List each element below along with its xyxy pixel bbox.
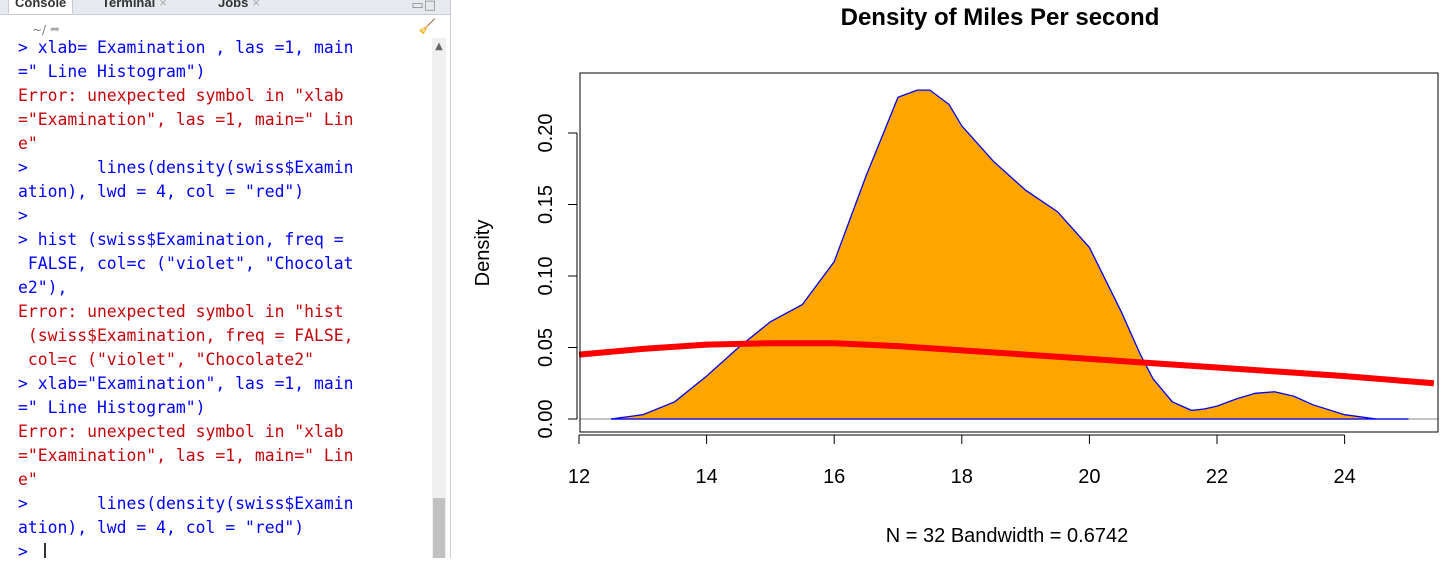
- tab-console[interactable]: Console: [8, 0, 74, 14]
- console-command-line: >: [18, 542, 28, 558]
- clear-console-icon[interactable]: 🧹: [418, 19, 436, 35]
- text-cursor: [44, 543, 46, 558]
- console-command-line: > xlab="Examination", las =1, main: [18, 374, 354, 393]
- overlay-density-line: [578, 340, 1435, 387]
- tab-terminal-label: Terminal: [102, 0, 156, 10]
- console-command-line: >: [18, 206, 28, 225]
- x-tick-label: 16: [823, 466, 845, 488]
- x-tick-label: 18: [951, 466, 973, 488]
- x-tick-label: 22: [1206, 466, 1228, 488]
- maximize-icon[interactable]: □: [423, 0, 436, 13]
- console-command-line: FALSE, col=c ("violet", "Chocolat: [18, 254, 354, 273]
- density-plot: Density of Miles Per second Density N = …: [472, 4, 1439, 547]
- go-to-directory-icon[interactable]: ➦: [50, 22, 61, 36]
- density-area: [610, 89, 1409, 420]
- console-error-line: Error: unexpected symbol in "hist: [18, 302, 344, 321]
- x-axis-label: N = 32 Bandwidth = 0.6742: [886, 525, 1128, 547]
- console-error-line: Error: unexpected symbol in "xlab: [18, 422, 344, 441]
- pane-tab-bar: Console Terminal × Jobs × ▭□: [0, 0, 450, 15]
- path-bar: ~/ ➦ 🧹: [0, 15, 450, 41]
- x-tick-label: 20: [1078, 466, 1100, 488]
- scrollbar-track[interactable]: [432, 38, 446, 558]
- plot-panel: Density of Miles Per second Density N = …: [460, 0, 1444, 558]
- console-error-line: ="Examination", las =1, main=" Lin: [18, 110, 354, 129]
- console-command-line: > xlab= Examination , las =1, main: [18, 38, 354, 57]
- console-command-line: > lines(density(swiss$Examin: [18, 158, 354, 177]
- scroll-up-icon[interactable]: ▲: [435, 41, 443, 52]
- console-error-line: e": [18, 470, 38, 489]
- console-command-line: > hist (swiss$Examination, freq =: [18, 230, 344, 249]
- y-tick-label: 0.05: [535, 328, 557, 367]
- close-icon[interactable]: ×: [252, 0, 260, 10]
- console-output[interactable]: > xlab= Examination , las =1, main =" Lin…: [18, 38, 433, 558]
- plot-border: [579, 72, 1439, 433]
- console-command-line: ation), lwd = 4, col = "red"): [18, 182, 305, 201]
- x-tick-label: 14: [695, 466, 717, 488]
- console-pane: Console Terminal × Jobs × ▭□ ~/ ➦ 🧹 > xlab…: [0, 0, 451, 558]
- console-error-line: (swiss$Examination, freq = FALSE,: [18, 326, 354, 345]
- x-tick-label: 12: [568, 466, 590, 488]
- y-axis-label: Density: [472, 220, 494, 287]
- y-tick-label: 0.10: [535, 257, 557, 296]
- console-command-line: e2"),: [18, 278, 68, 297]
- y-tick-label: 0.20: [535, 114, 557, 153]
- console-error-line: Error: unexpected symbol in "xlab: [18, 86, 344, 105]
- y-tick-label: 0.00: [535, 400, 557, 439]
- console-error-line: col=c ("violet", "Chocolate2": [18, 350, 315, 369]
- chart-title: Density of Miles Per second: [841, 4, 1160, 31]
- tab-jobs[interactable]: Jobs ×: [212, 0, 266, 13]
- console-command-line: > lines(density(swiss$Examin: [18, 494, 354, 513]
- console-command-line: ation), lwd = 4, col = "red"): [18, 518, 305, 537]
- minimize-icon[interactable]: ▭: [411, 0, 424, 13]
- tab-jobs-label: Jobs: [218, 0, 249, 10]
- console-error-line: e": [18, 134, 38, 153]
- tab-terminal[interactable]: Terminal ×: [96, 0, 173, 13]
- scrollbar-thumb[interactable]: [433, 498, 445, 558]
- close-icon[interactable]: ×: [159, 0, 167, 10]
- y-tick-label: 0.15: [535, 185, 557, 224]
- tab-console-label: Console: [15, 0, 67, 10]
- console-command-line: =" Line Histogram"): [18, 398, 206, 417]
- console-command-line: =" Line Histogram"): [18, 62, 206, 81]
- window-controls: ▭□: [411, 0, 436, 13]
- working-directory: ~/: [32, 23, 47, 37]
- console-error-line: ="Examination", las =1, main=" Lin: [18, 446, 354, 465]
- x-tick-label: 24: [1333, 466, 1355, 488]
